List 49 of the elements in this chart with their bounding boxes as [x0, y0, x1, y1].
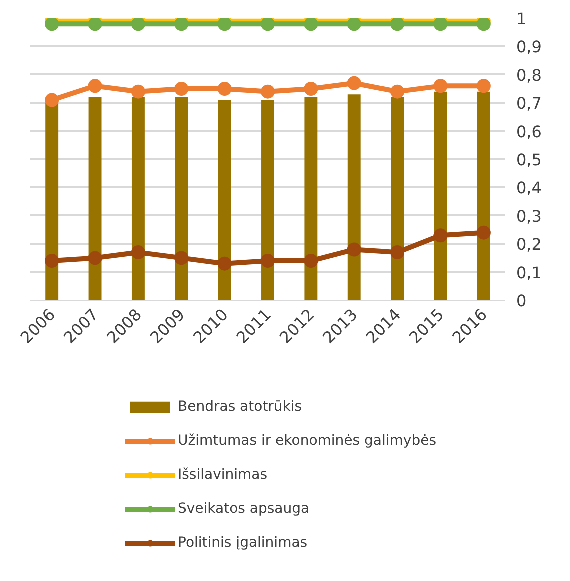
y-tick-label: 0,6	[516, 122, 542, 142]
y-tick-label: 0,5	[516, 150, 542, 170]
y-tick-label: 0,9	[516, 38, 542, 57]
point	[218, 18, 232, 32]
y-tick-label: 0,4	[516, 178, 542, 198]
point	[390, 246, 405, 260]
point	[45, 18, 60, 32]
point	[304, 18, 318, 32]
point	[261, 84, 275, 99]
point	[476, 79, 491, 94]
y-tick-label: 0,2	[516, 235, 542, 254]
y-tick-label: 0	[516, 292, 527, 310]
y-tick-label: 0,1	[516, 263, 542, 282]
point	[218, 256, 232, 271]
point	[174, 82, 189, 96]
point	[174, 18, 189, 32]
point	[131, 84, 146, 99]
point	[88, 251, 102, 266]
point	[434, 18, 448, 32]
legend-label: Sveikatos apsauga	[178, 501, 310, 517]
point	[476, 18, 491, 32]
legend-label: Bendras atotrūkis	[178, 399, 302, 415]
point	[88, 18, 102, 32]
point	[347, 18, 362, 32]
point	[434, 79, 448, 94]
point	[476, 226, 491, 240]
point	[347, 76, 362, 90]
legend-label: Išsilavinimas	[178, 467, 268, 483]
point	[304, 254, 318, 268]
point	[347, 242, 362, 257]
legend-label: Politinis įgalinimas	[178, 535, 308, 551]
point	[88, 79, 102, 94]
y-tick-label: 0,8	[516, 66, 542, 85]
point	[390, 84, 405, 99]
point	[304, 82, 318, 96]
point	[45, 93, 60, 108]
point	[131, 246, 146, 260]
point	[261, 254, 275, 268]
point	[218, 82, 232, 96]
point	[131, 18, 146, 32]
point	[434, 228, 448, 243]
point	[390, 18, 405, 32]
point	[45, 254, 60, 268]
y-tick-label: 1	[516, 10, 527, 28]
point	[174, 251, 189, 266]
legend-label: Užimtumas ir ekonominės galimybės	[178, 433, 436, 449]
point	[261, 18, 275, 32]
y-tick-label: 0,7	[516, 94, 542, 114]
y-tick-label: 0,3	[516, 206, 542, 226]
